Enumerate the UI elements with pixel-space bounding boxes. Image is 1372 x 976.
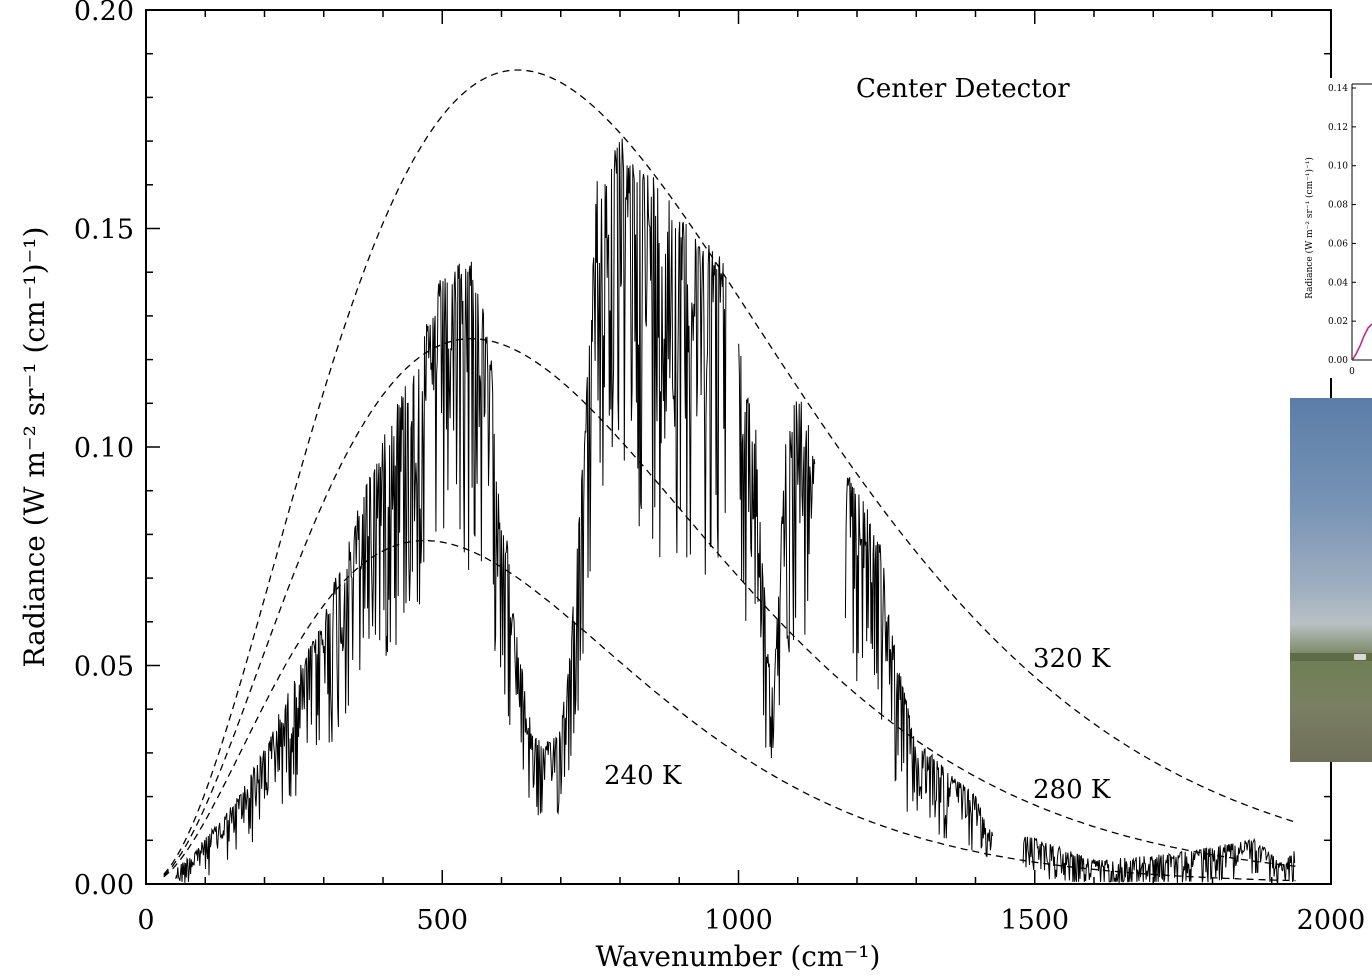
- horizon-strip: [1290, 653, 1372, 661]
- inset-y-tick-label: 0.14: [1328, 84, 1348, 94]
- inset-y-tick-label: 0.00: [1328, 356, 1348, 366]
- x-tick-label: 1000: [704, 905, 773, 936]
- annotation-280k: 280 K: [1033, 775, 1111, 805]
- inset-y-tick-label: 0.12: [1328, 123, 1348, 133]
- measured-spectrum: [175, 138, 1296, 884]
- x-tick-label: 0: [137, 905, 154, 936]
- annotation-320k: 320 K: [1033, 644, 1111, 674]
- inset-spectrum-line: [1352, 323, 1372, 360]
- blackbody-curve: [163, 69, 1296, 875]
- inset-x-tick-label: 0: [1349, 367, 1355, 377]
- y-axis-title: Radiance (W m⁻² sr⁻¹ (cm⁻¹)⁻¹): [18, 227, 51, 668]
- spectrum-line: [175, 138, 1296, 884]
- y-tick-labels: 0.00 0.05 0.10 0.15 0.20: [74, 0, 134, 901]
- inset-y-tick-label: 0.06: [1328, 239, 1348, 249]
- annotation-240k: 240 K: [604, 761, 682, 791]
- inset-y-axis-title: Radiance (W m⁻² sr⁻¹ (cm⁻¹)⁻¹): [1304, 157, 1315, 299]
- y-tick-label: 0.15: [74, 215, 134, 246]
- inset-y-tick-label: 0.02: [1328, 317, 1348, 327]
- blackbody-curves: [163, 69, 1296, 882]
- x-tick-labels: 0 500 1000 1500 2000: [137, 905, 1365, 936]
- axis-ticks: [145, 9, 1332, 885]
- inset-y-tick-label: 0.04: [1328, 278, 1348, 288]
- detector-annotation: Center Detector: [856, 74, 1070, 104]
- inset-y-tick-label: 0.10: [1328, 162, 1348, 172]
- x-axis-title: Wavenumber (cm⁻¹): [596, 940, 881, 973]
- y-tick-label: 0.10: [74, 433, 134, 464]
- inset-radiance-chart: 0.14 0.12 0.10 0.08 0.06 0.04 0.02 0.00 Radianc…: [1300, 78, 1372, 378]
- vehicle-icon: [1354, 654, 1366, 660]
- y-tick-label: 0.20: [74, 0, 134, 27]
- inset-y-tick-label: 0.08: [1328, 201, 1348, 211]
- x-tick-label: 500: [416, 905, 468, 936]
- y-tick-label: 0.05: [74, 652, 134, 683]
- y-tick-label: 0.00: [74, 870, 134, 901]
- field-landscape-photo: [1290, 398, 1372, 762]
- x-tick-label: 2000: [1297, 905, 1366, 936]
- blackbody-curve: [163, 539, 1296, 882]
- plot-frame: [145, 9, 1332, 885]
- blackbody-curve: [163, 338, 1296, 877]
- x-tick-label: 1500: [1000, 905, 1069, 936]
